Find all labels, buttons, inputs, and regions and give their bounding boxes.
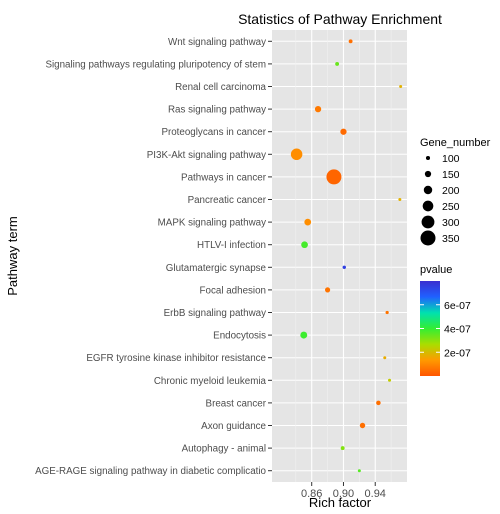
y-tick-label: Focal adhesion bbox=[200, 285, 266, 296]
data-point bbox=[304, 218, 312, 226]
size-legend-label: 100 bbox=[442, 153, 460, 165]
y-tick-label: EGFR tyrosine kinase inhibitor resistanc… bbox=[86, 353, 266, 364]
data-points bbox=[290, 39, 403, 473]
x-tick-label: 0.90 bbox=[333, 488, 354, 500]
data-point bbox=[398, 198, 402, 201]
size-legend-label: 300 bbox=[442, 217, 460, 229]
color-legend-label: 6e-07 bbox=[444, 300, 471, 312]
data-point bbox=[342, 265, 346, 270]
data-point bbox=[376, 400, 381, 406]
data-point bbox=[290, 148, 303, 161]
color-legend-title: pvalue bbox=[420, 264, 452, 276]
plot-panel bbox=[272, 30, 407, 482]
size-legend-dot bbox=[420, 230, 436, 246]
y-tick-label: PI3K-Akt signaling pathway bbox=[147, 150, 266, 161]
x-tick-label: 0.86 bbox=[301, 488, 322, 500]
x-axis-label: Rich factor bbox=[309, 495, 372, 510]
data-point bbox=[300, 331, 308, 339]
y-tick-labels: Wnt signaling pathway Signaling pathways … bbox=[35, 37, 272, 477]
y-tick-label: Endocytosis bbox=[213, 331, 266, 342]
size-legend: Gene_number 100 150 200 250 300 350 bbox=[420, 137, 491, 246]
color-legend-label: 4e-07 bbox=[444, 324, 471, 336]
y-tick-label: Breast cancer bbox=[206, 398, 267, 409]
data-point bbox=[335, 61, 340, 66]
color-legend: pvalue 2e-07 4e-07 6e-07 bbox=[420, 264, 471, 376]
y-tick-label: Proteoglycans in cancer bbox=[161, 127, 266, 138]
data-point bbox=[359, 422, 366, 429]
y-tick-label: ErbB signaling pathway bbox=[164, 308, 266, 319]
size-legend-label: 350 bbox=[442, 233, 460, 245]
data-point bbox=[388, 378, 392, 382]
size-legend-dot bbox=[423, 185, 433, 195]
data-point bbox=[324, 287, 331, 293]
y-tick-label: Ras signaling pathway bbox=[168, 105, 266, 116]
y-tick-label: AGE-RAGE signaling pathway in diabetic c… bbox=[35, 466, 266, 477]
data-point bbox=[357, 469, 361, 473]
data-point bbox=[399, 85, 403, 88]
color-legend-label: 2e-07 bbox=[444, 347, 471, 359]
data-point bbox=[340, 446, 345, 451]
size-legend-dot bbox=[424, 170, 432, 178]
data-point bbox=[385, 310, 389, 315]
x-ticks: 0.86 0.90 0.94 bbox=[301, 482, 386, 500]
data-point bbox=[326, 169, 342, 185]
y-tick-label: Glutamatergic synapse bbox=[166, 263, 267, 274]
size-legend-label: 250 bbox=[442, 201, 460, 213]
size-legend-dot bbox=[421, 215, 435, 229]
data-point bbox=[340, 128, 347, 135]
y-tick-label: Autophagy - animal bbox=[182, 444, 266, 455]
data-point bbox=[314, 105, 322, 113]
y-axis-label: Pathway term bbox=[5, 216, 20, 295]
size-legend-title: Gene_number bbox=[420, 137, 491, 149]
size-legend-label: 150 bbox=[442, 169, 460, 181]
y-tick-label: HTLV-I infection bbox=[197, 240, 266, 251]
data-point bbox=[383, 356, 387, 360]
x-tick-label: 0.94 bbox=[365, 488, 386, 500]
y-tick-label: Chronic myeloid leukemia bbox=[154, 376, 267, 387]
y-tick-label: MAPK signaling pathway bbox=[158, 218, 266, 229]
y-tick-label: Pathways in cancer bbox=[181, 172, 267, 183]
y-tick-label: Pancreatic cancer bbox=[188, 195, 267, 206]
size-legend-dot bbox=[425, 155, 431, 161]
y-tick-label: Wnt signaling pathway bbox=[168, 37, 266, 48]
color-bar bbox=[420, 281, 440, 376]
data-point bbox=[348, 39, 353, 44]
y-tick-label: Signaling pathways regulating pluripoten… bbox=[45, 59, 266, 70]
size-legend-label: 200 bbox=[442, 185, 460, 197]
data-point bbox=[301, 241, 308, 249]
y-tick-label: Renal cell carcinoma bbox=[175, 82, 266, 93]
y-tick-label: Axon guidance bbox=[201, 421, 266, 432]
chart-title: Statistics of Pathway Enrichment bbox=[238, 11, 442, 27]
size-legend-dot bbox=[422, 200, 434, 212]
